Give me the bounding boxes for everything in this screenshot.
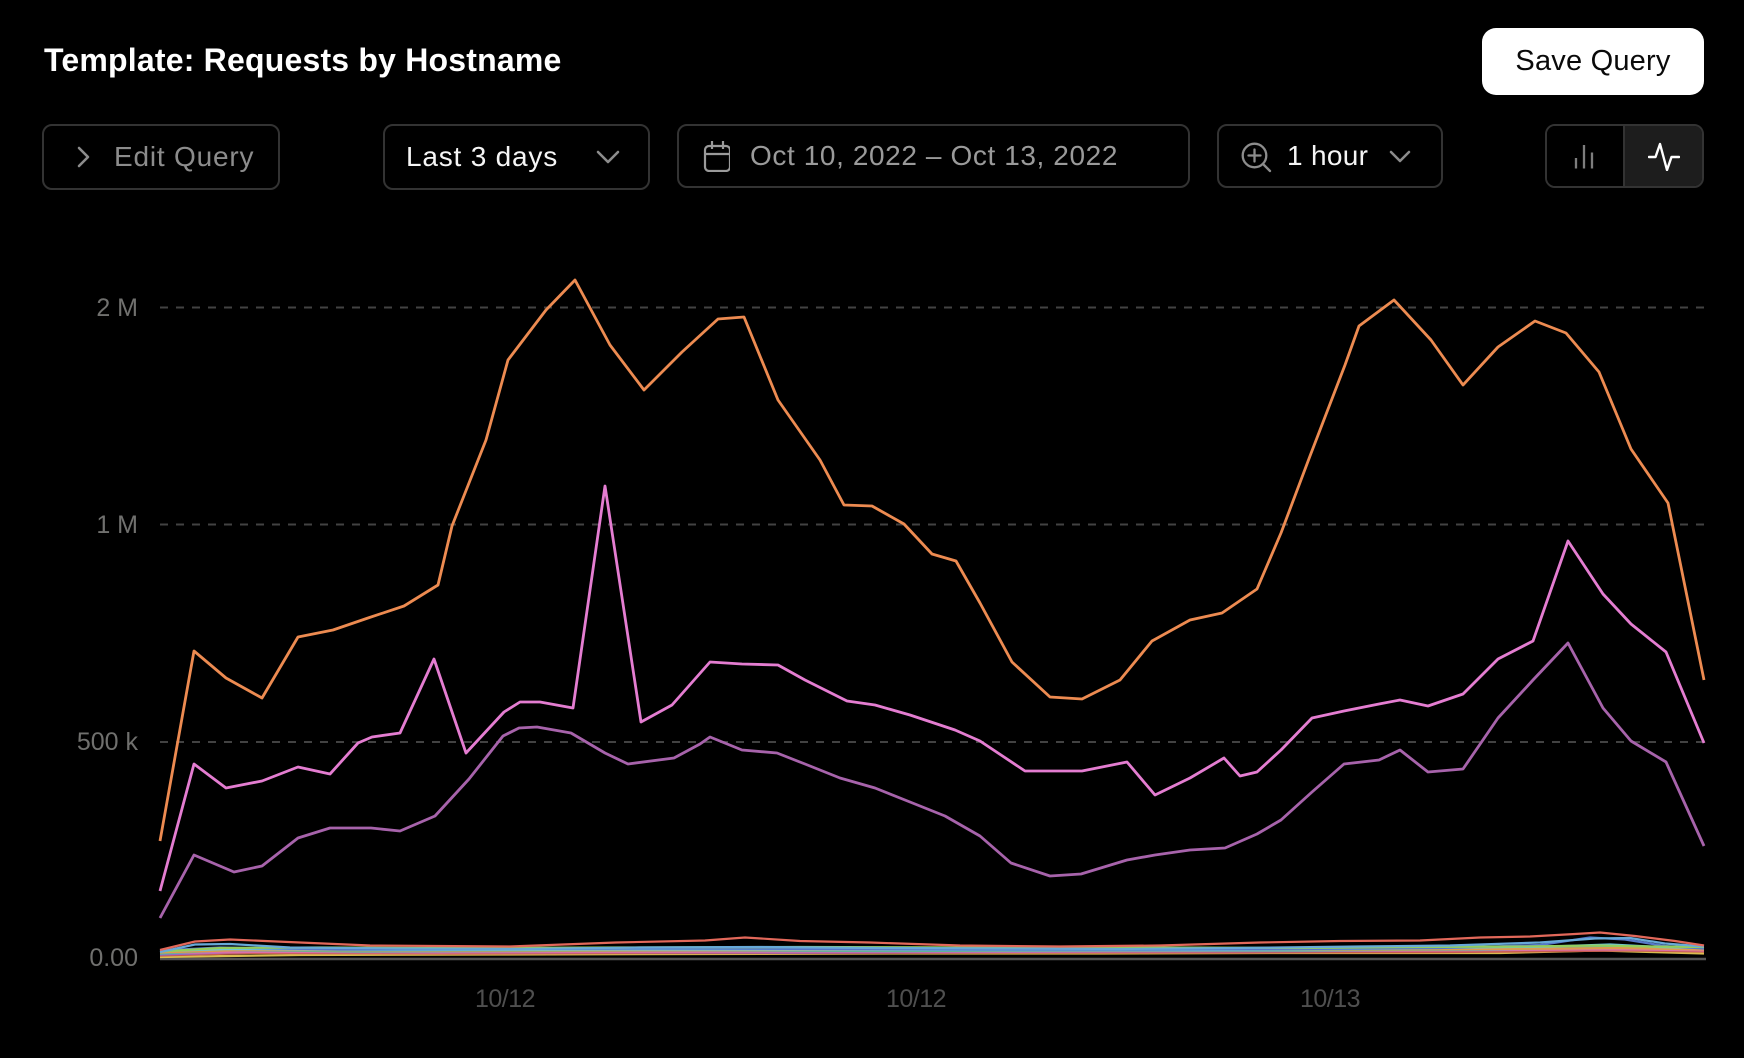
svg-text:0.00: 0.00 — [89, 944, 138, 972]
svg-text:500 k: 500 k — [77, 728, 139, 756]
svg-text:10/12: 10/12 — [475, 985, 535, 1013]
svg-text:10/12: 10/12 — [886, 985, 946, 1013]
svg-text:10/13: 10/13 — [1300, 985, 1360, 1013]
svg-text:2 M: 2 M — [96, 294, 138, 322]
svg-text:1 M: 1 M — [96, 511, 138, 539]
